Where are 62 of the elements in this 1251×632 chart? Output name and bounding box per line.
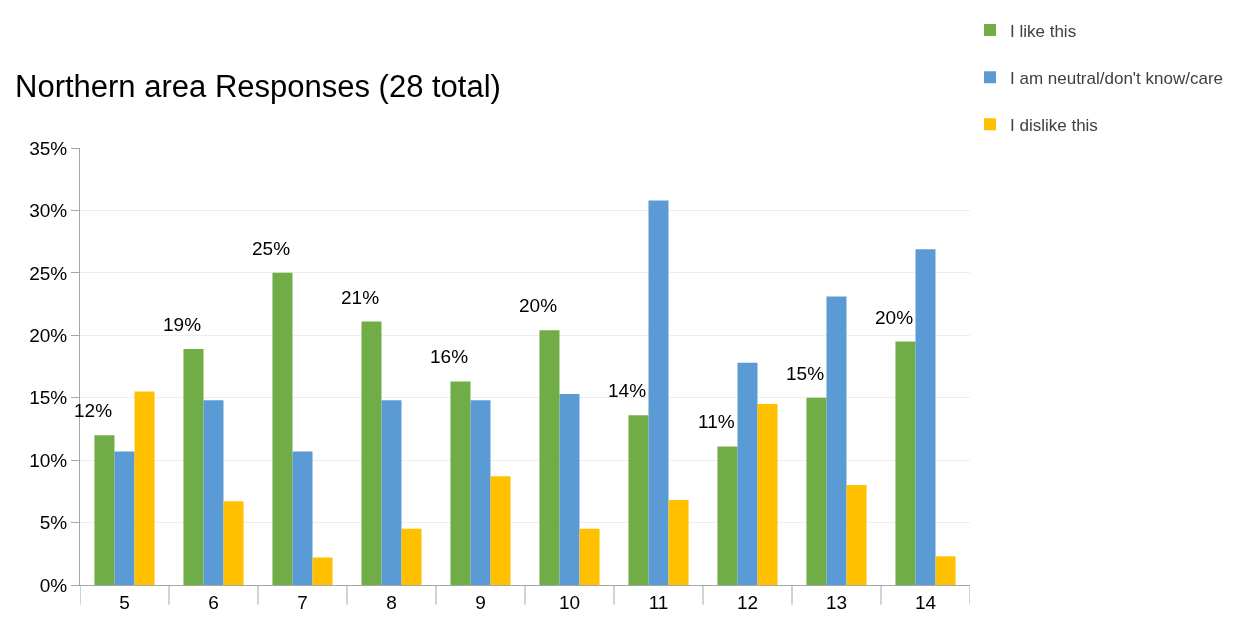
bar [806, 397, 827, 585]
data-label: 15% [786, 363, 825, 384]
data-label: 19% [163, 314, 202, 335]
bar [559, 393, 580, 585]
data-label: 14% [608, 380, 647, 401]
bar [717, 446, 738, 585]
x-tick-label: 7 [297, 591, 308, 613]
bar [292, 451, 313, 585]
bar [737, 362, 758, 585]
bar [757, 403, 778, 585]
data-label: 25% [252, 238, 291, 259]
bar [361, 321, 382, 585]
bar [450, 381, 471, 585]
bar [668, 500, 689, 585]
x-tick-label: 13 [825, 591, 848, 613]
y-tick-label: 10% [29, 449, 68, 471]
data-label: 20% [875, 307, 914, 328]
x-tick-label: 14 [914, 591, 937, 613]
bar [648, 200, 669, 585]
y-tick-label: 30% [29, 200, 68, 222]
y-tick-label: 35% [29, 137, 68, 159]
data-label: 16% [430, 346, 469, 367]
bar [272, 272, 293, 585]
bar [846, 485, 867, 585]
bar [628, 415, 649, 585]
bar [579, 528, 600, 585]
y-tick-label: 15% [29, 387, 68, 409]
bar [895, 341, 916, 585]
data-label: 20% [519, 295, 558, 316]
bar [826, 296, 847, 585]
legend-label: I am neutral/don't know/care [1010, 68, 1224, 88]
y-tick-label: 5% [39, 512, 68, 534]
bar [915, 249, 936, 585]
data-label: 12% [74, 400, 113, 421]
x-tick-label: 12 [736, 591, 759, 613]
legend-label: I like this [1010, 21, 1077, 41]
bar [203, 400, 224, 585]
data-label: 11% [698, 411, 735, 432]
x-tick-label: 9 [475, 591, 486, 613]
bar [381, 400, 402, 585]
x-tick-label: 6 [208, 591, 219, 613]
x-tick-label: 8 [386, 591, 397, 613]
bar [470, 400, 491, 585]
bar [114, 451, 135, 585]
y-tick-label: 20% [29, 324, 68, 346]
x-tick-label: 11 [648, 591, 669, 613]
x-tick-label: 5 [119, 591, 130, 613]
x-tick-label: 10 [558, 591, 581, 613]
bar [312, 557, 333, 585]
bar [401, 528, 422, 585]
bar [94, 435, 115, 585]
legend-label: I dislike this [1010, 115, 1098, 135]
bar [539, 330, 560, 585]
chart-title: Northern area Responses (28 total) [15, 68, 501, 104]
data-label: 21% [341, 287, 380, 308]
bar [223, 501, 244, 585]
y-tick-label: 0% [39, 574, 68, 596]
bar [935, 556, 956, 585]
bar [183, 349, 204, 585]
bar [490, 476, 511, 585]
y-tick-label: 25% [29, 262, 68, 284]
bar [134, 391, 155, 585]
